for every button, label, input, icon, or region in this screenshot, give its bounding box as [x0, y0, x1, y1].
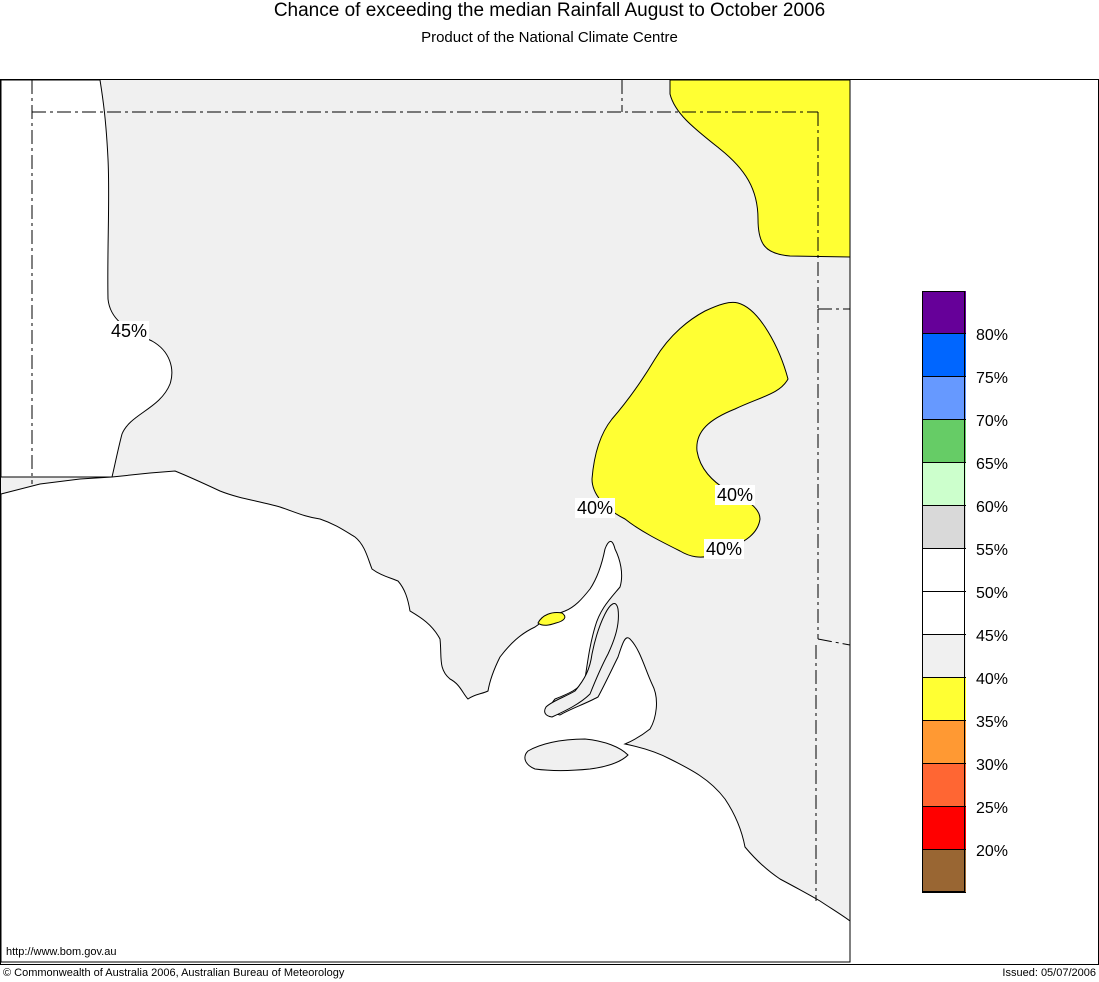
legend-label: 60% [976, 499, 1009, 516]
legend-swatch [922, 549, 966, 592]
yellow-zone-northeast [669, 79, 851, 258]
contour-label-45: 45% [109, 321, 150, 341]
legend-swatch [922, 850, 966, 893]
legend-swatch [922, 678, 966, 721]
source-url[interactable]: http://www.bom.gov.au [6, 946, 117, 958]
legend-label: 50% [976, 585, 1009, 602]
legend-label: 30% [976, 757, 1009, 774]
legend-label: 75% [976, 370, 1009, 387]
copyright-text: © Commonwealth of Australia 2006, Austra… [3, 967, 345, 979]
legend-swatch [922, 377, 966, 420]
state-borders [31, 80, 851, 901]
legend-label: 20% [976, 843, 1009, 860]
legend-panel [851, 80, 1097, 962]
issued-date: Issued: 05/07/2006 [1002, 967, 1096, 979]
legend-label: 25% [976, 800, 1009, 817]
legend-swatch [922, 420, 966, 463]
legend-colorbar [922, 291, 966, 893]
legend-swatch [922, 721, 966, 764]
legend-label: 35% [976, 714, 1009, 731]
legend-swatch [922, 463, 966, 506]
legend-label: 45% [976, 628, 1009, 645]
legend-swatch [922, 291, 966, 334]
legend-label: 70% [976, 413, 1009, 430]
legend-label: 80% [976, 327, 1009, 344]
ocean-region [0, 470, 851, 963]
contour-label-40-east: 40% [715, 485, 756, 505]
yellow-zone-central [591, 301, 789, 558]
map-title: Chance of exceeding the median Rainfall … [273, 0, 826, 21]
map-subtitle: Product of the National Climate Centre [421, 29, 678, 46]
legend-swatch [922, 506, 966, 549]
legend-swatch [922, 807, 966, 850]
legend-label: 65% [976, 456, 1009, 473]
legend-swatch [922, 334, 966, 377]
yellow-zone-small [537, 612, 566, 626]
contour-label-40-south: 40% [704, 539, 745, 559]
yorke-peninsula [544, 603, 619, 718]
legend-label: 40% [976, 671, 1009, 688]
legend-swatch [922, 635, 966, 678]
legend-label: 55% [976, 542, 1009, 559]
legend-swatch [922, 592, 966, 635]
kangaroo-island [524, 738, 629, 771]
map-canvas [0, 79, 1097, 963]
contour-label-40-west: 40% [575, 498, 616, 518]
legend-swatch [922, 764, 966, 807]
